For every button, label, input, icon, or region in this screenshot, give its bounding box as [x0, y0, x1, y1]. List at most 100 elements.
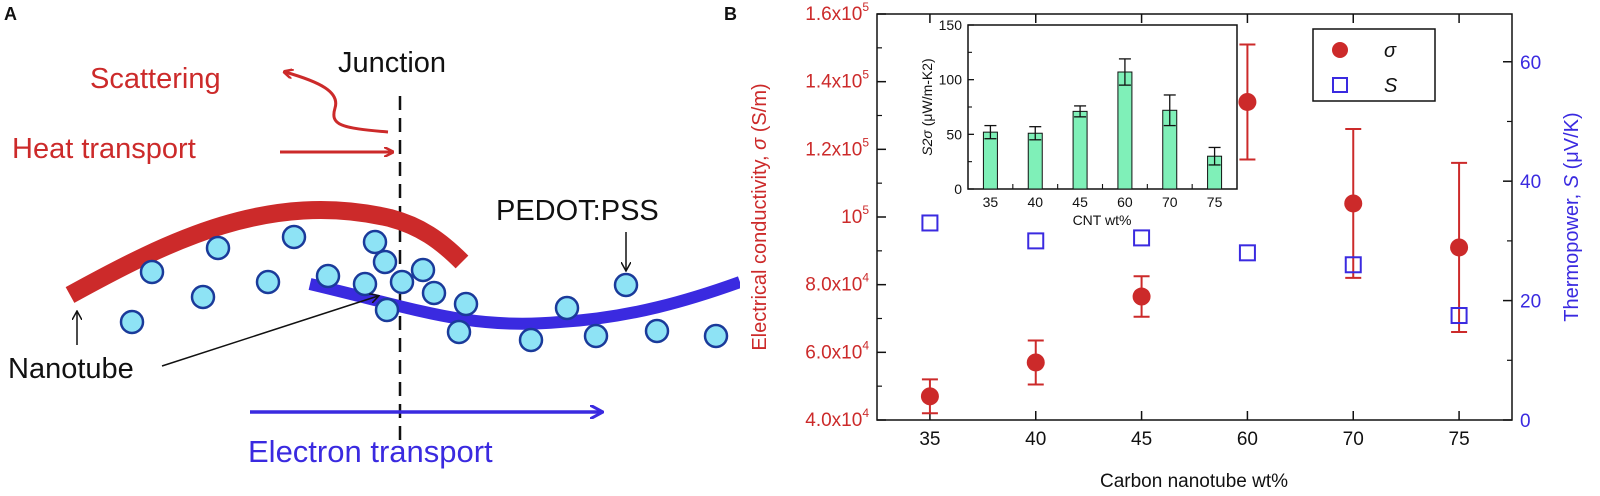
- pedot-particles: [119, 224, 729, 353]
- s-point: [1027, 232, 1045, 250]
- inset-frame: [967, 24, 1238, 190]
- s-point: [1450, 307, 1468, 325]
- sigma-point: [920, 387, 939, 406]
- legend-s-label: S: [1384, 75, 1398, 97]
- left-tick-exponent: 5: [862, 135, 869, 149]
- left-tick-exponent: 4: [862, 271, 869, 285]
- x-axis-tick-labels: 35 40 45 60 70 75: [919, 429, 1469, 450]
- left-tick-label: 105: [841, 203, 869, 228]
- pedot-particle: [374, 297, 400, 323]
- pedot-particle: [446, 319, 472, 345]
- inset-y-tick-label: 100: [939, 72, 963, 88]
- s-point: [921, 214, 939, 232]
- pedot-particle: [613, 272, 639, 298]
- x-tick-label: 60: [1237, 429, 1258, 450]
- sigma-point: [1344, 194, 1363, 213]
- left-tick-label: 1.6x105: [805, 0, 869, 25]
- legend-sigma-marker: [1332, 42, 1348, 58]
- s-point: [1344, 256, 1362, 274]
- pedot-particle: [554, 295, 580, 321]
- left-tick-exponent: 4: [862, 406, 869, 420]
- left-tick-mantissa: 1.6x10: [805, 4, 862, 25]
- x-axis-title: Carbon nanotube wt%: [1100, 471, 1288, 492]
- sigma-point: [1132, 287, 1151, 306]
- legend-s-marker: [1332, 77, 1348, 93]
- left-tick-label: 6.0x104: [805, 338, 869, 363]
- left-tick-mantissa: 6.0x10: [805, 342, 862, 363]
- sigma-point: [1450, 238, 1469, 257]
- pedot-particle: [518, 327, 544, 353]
- right-tick-label: 20: [1520, 292, 1541, 313]
- inset-x-axis-title: CNT wt%: [1073, 212, 1132, 228]
- inset-bar: [1072, 110, 1088, 190]
- s-point: [1133, 229, 1151, 247]
- electron-transport-label: Electron transport: [248, 434, 493, 469]
- legend: σ S: [1312, 28, 1436, 102]
- junction-label: Junction: [338, 47, 446, 79]
- left-tick-exponent: 5: [862, 0, 869, 14]
- sigma-point: [1238, 92, 1257, 111]
- pedot-particle: [190, 284, 216, 310]
- left-tick-mantissa: 10: [841, 207, 862, 228]
- inset-y-tick-label: 0: [954, 181, 962, 197]
- x-tick-label: 45: [1131, 429, 1152, 450]
- pedot-particle: [362, 229, 388, 255]
- inset-chart: 0 50 100 150 35 40 45 60 70 75 CNT wt% S2σ (μW/m-…: [919, 17, 1238, 228]
- pedot-particle: [139, 259, 165, 285]
- left-tick-mantissa: 1.2x10: [805, 139, 862, 160]
- inset-y-axis-title: S2σ (μW/m-K2): [919, 58, 935, 155]
- right-tick-label: 60: [1520, 53, 1541, 74]
- pedot-particle: [119, 309, 145, 335]
- left-tick-exponent: 4: [862, 338, 869, 352]
- legend-sigma-label: σ: [1384, 40, 1397, 62]
- left-tick-mantissa: 8.0x10: [805, 275, 862, 296]
- left-tick-mantissa: 1.4x10: [805, 72, 862, 93]
- inset-x-tick-label: 40: [1027, 194, 1043, 210]
- pedot-particle: [703, 323, 729, 349]
- right-axis-tick-labels: 0 20 40 60: [1520, 53, 1541, 432]
- panel-a-schematic: A Scattering Junction Heat transport: [4, 4, 740, 469]
- left-tick-exponent: 5: [862, 68, 869, 82]
- left-tick-mantissa: 4.0x10: [805, 410, 862, 431]
- pedot-particle: [453, 291, 479, 317]
- x-tick-label: 35: [919, 429, 940, 450]
- pedot-particle: [315, 263, 341, 289]
- right-tick-label: 40: [1520, 172, 1541, 193]
- inset-x-tick-label: 75: [1207, 194, 1223, 210]
- left-tick-label: 1.4x105: [805, 68, 869, 93]
- x-tick-label: 75: [1449, 429, 1470, 450]
- pedot-particle: [281, 224, 307, 250]
- pedot-particle: [389, 269, 415, 295]
- left-tick-label: 4.0x104: [805, 406, 869, 431]
- x-tick-label: 40: [1025, 429, 1046, 450]
- inset-x-tick-label: 60: [1117, 194, 1133, 210]
- nanotube-red: [65, 201, 469, 303]
- inset-bar: [1117, 71, 1133, 190]
- pedot-particle: [255, 269, 281, 295]
- pedot-particle: [410, 257, 436, 283]
- heat-transport-label: Heat transport: [12, 133, 196, 165]
- pedot-particle: [421, 280, 447, 306]
- left-axis-tick-labels: 4.0x1046.0x1048.0x1041051.2x1051.4x1051.…: [805, 0, 869, 431]
- inset-x-tick-label: 35: [983, 194, 999, 210]
- nanotube-pointer-right: [161, 296, 378, 367]
- main-ticks: [877, 13, 1512, 421]
- legend-box: [1312, 28, 1436, 102]
- inset-bars: [982, 58, 1223, 190]
- inset-x-tick-label: 70: [1162, 194, 1178, 210]
- sigma-series: [920, 43, 1469, 415]
- inset-y-tick-label: 150: [939, 17, 963, 33]
- inset-ticks: 0 50 100 150 35 40 45 60 70 75: [939, 17, 1223, 210]
- s-series: [921, 214, 1468, 325]
- left-axis-title: Electrical conductivity, σ (S/m): [749, 83, 771, 350]
- inset-bar: [1027, 132, 1043, 190]
- sigma-point: [1026, 353, 1045, 372]
- pedot-particle: [583, 323, 609, 349]
- left-tick-label: 8.0x104: [805, 271, 869, 296]
- inset-y-tick-label: 50: [946, 126, 962, 142]
- pedot-particle: [644, 318, 670, 344]
- inset-bar: [982, 131, 998, 190]
- panel-a-letter: A: [4, 4, 17, 24]
- right-axis-title: Thermopower, S (μV/K): [1561, 112, 1583, 321]
- s-point: [1238, 244, 1256, 262]
